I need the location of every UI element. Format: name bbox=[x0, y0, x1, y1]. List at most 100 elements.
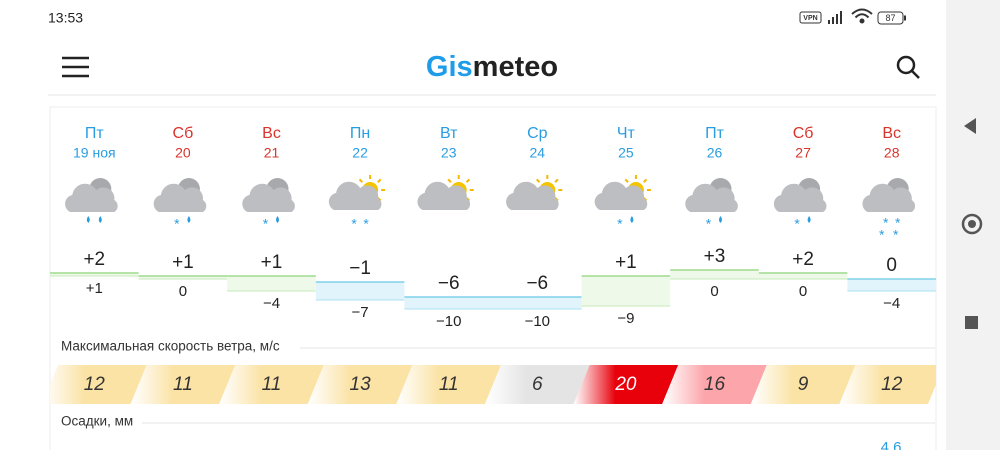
vpn-box bbox=[799, 11, 822, 24]
temp-max: +1 bbox=[615, 252, 637, 273]
temp-min: −4 bbox=[883, 295, 900, 312]
signal-icon bbox=[828, 11, 842, 24]
battery-tip bbox=[904, 15, 906, 21]
temp-band bbox=[404, 297, 493, 309]
day-date: 19 ноя bbox=[73, 145, 116, 161]
precip-title: Осадки, мм bbox=[61, 414, 133, 429]
wind-cell bbox=[485, 365, 590, 404]
day-date: 20 bbox=[175, 145, 191, 161]
day-name: Вт bbox=[440, 125, 458, 142]
cloud bbox=[506, 181, 559, 210]
temp-band bbox=[315, 282, 405, 300]
weather-icon bbox=[417, 175, 474, 210]
drop bbox=[807, 216, 811, 223]
wind-speed: 9 bbox=[798, 374, 809, 395]
temp-min: 0 bbox=[799, 283, 807, 300]
snowflake: * bbox=[174, 216, 180, 232]
day-date: 23 bbox=[441, 145, 457, 161]
temp-band bbox=[138, 276, 228, 279]
day-date: 27 bbox=[795, 145, 811, 161]
temp-max: +3 bbox=[704, 246, 726, 267]
wind-cell bbox=[307, 365, 413, 404]
temp-min: −4 bbox=[263, 295, 280, 312]
wind-cell bbox=[130, 365, 236, 404]
temp-max: +2 bbox=[83, 249, 105, 270]
wind-speed: 11 bbox=[173, 374, 193, 395]
drop bbox=[630, 216, 634, 223]
cloud bbox=[65, 183, 118, 212]
cloud bbox=[417, 181, 471, 210]
wind-cell bbox=[573, 365, 679, 404]
temp-max: 0 bbox=[886, 255, 897, 276]
temp-band bbox=[227, 276, 316, 291]
sun-ray bbox=[535, 178, 541, 183]
snowflake: * bbox=[363, 216, 369, 232]
temp-band bbox=[847, 279, 936, 291]
drop bbox=[86, 216, 90, 223]
recents-button[interactable] bbox=[965, 316, 978, 329]
cloud bbox=[153, 183, 207, 212]
snowflake: * bbox=[794, 216, 800, 232]
temp-max: −6 bbox=[438, 273, 460, 294]
temp-min: +1 bbox=[86, 280, 103, 297]
battery-level: 87 bbox=[885, 13, 895, 23]
search-button[interactable] bbox=[896, 55, 920, 79]
day-name: Пт bbox=[705, 125, 725, 142]
precip-value: 4,6 bbox=[881, 439, 902, 450]
drop bbox=[98, 216, 102, 223]
day-date: 24 bbox=[530, 145, 546, 161]
sun-ray bbox=[377, 178, 382, 183]
day-date: 21 bbox=[264, 145, 280, 161]
menu-button[interactable] bbox=[62, 56, 89, 78]
back-button[interactable] bbox=[964, 118, 976, 134]
wind-cell bbox=[839, 365, 936, 404]
temp-max: +2 bbox=[792, 249, 814, 270]
wind-speed: 20 bbox=[614, 374, 637, 395]
temp-min: −9 bbox=[617, 310, 634, 327]
weather-icon: * bbox=[773, 178, 827, 232]
sun-ray bbox=[465, 178, 471, 183]
weather-icon: * bbox=[685, 178, 738, 232]
weather-icon bbox=[506, 175, 563, 210]
day-date: 28 bbox=[884, 145, 900, 161]
day-name: Вс bbox=[262, 125, 281, 142]
day-name: Сб bbox=[793, 125, 814, 142]
weather-icon bbox=[65, 178, 118, 223]
temp-band bbox=[670, 270, 759, 279]
weather-icon: * * bbox=[328, 175, 386, 232]
temp-min: 0 bbox=[179, 283, 187, 300]
home-dot bbox=[968, 220, 976, 228]
home-button[interactable] bbox=[961, 213, 983, 235]
wind-speed: 6 bbox=[532, 374, 543, 395]
wind-speed: 12 bbox=[881, 374, 903, 395]
temp-min: 0 bbox=[710, 283, 718, 300]
wind-title: Максимальная скорость ветра, м/с bbox=[61, 339, 280, 354]
cloud bbox=[685, 183, 738, 212]
weather-icon: * bbox=[242, 178, 295, 232]
cloud bbox=[862, 183, 916, 212]
sun-ray bbox=[358, 178, 364, 183]
status-time: 13:53 bbox=[48, 10, 83, 26]
wifi-icon bbox=[851, 8, 873, 24]
cloud bbox=[328, 181, 382, 210]
temp-min: −10 bbox=[436, 313, 461, 330]
logo-part: Gis bbox=[426, 51, 473, 83]
sun-ray bbox=[642, 178, 648, 183]
wind-speed: 13 bbox=[350, 374, 372, 395]
wind-speed: 11 bbox=[439, 374, 459, 395]
wind-cell bbox=[219, 365, 324, 404]
temp-band bbox=[581, 276, 671, 306]
temp-max: −1 bbox=[349, 258, 371, 279]
day-name: Ср bbox=[527, 125, 548, 142]
day-name: Сб bbox=[173, 125, 194, 142]
temp-band bbox=[493, 297, 582, 309]
weather-icon: * bbox=[594, 175, 651, 232]
wind-cell bbox=[396, 365, 501, 404]
temp-min: −10 bbox=[525, 313, 550, 330]
snowflake: * bbox=[617, 216, 623, 232]
wind-cell bbox=[750, 365, 856, 404]
sun-ray bbox=[554, 178, 559, 183]
logo: Gismeteo bbox=[426, 51, 558, 83]
day-name: Пн bbox=[350, 125, 370, 142]
